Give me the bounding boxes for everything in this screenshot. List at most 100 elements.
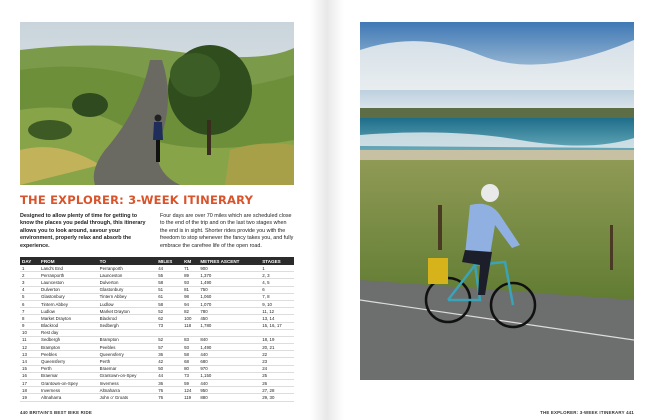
table-header: DAY FROM TO MILES KM METRES ASCENT STAGES bbox=[20, 257, 294, 265]
itinerary-table: DAY FROM TO MILES KM METRES ASCENT STAGES 1 Lan… bbox=[20, 257, 294, 402]
table-cell: 11 bbox=[20, 336, 40, 345]
table-cell: 58 bbox=[182, 350, 199, 359]
table-row: 10 Rest day bbox=[20, 329, 294, 337]
table-cell: 80 bbox=[182, 365, 199, 373]
table-cell: 4 bbox=[20, 286, 40, 294]
table-cell: 81 bbox=[182, 286, 199, 294]
table-cell: 6 bbox=[20, 300, 40, 309]
intro-lead: Designed to allow plenty of time for get… bbox=[20, 213, 146, 249]
table-cell: 4, 5 bbox=[260, 278, 294, 287]
table-cell: 73 bbox=[156, 322, 183, 330]
table-cell: 124 bbox=[182, 386, 199, 395]
table-cell: Sedbergh bbox=[97, 322, 157, 330]
table-cell: 44 bbox=[156, 265, 183, 273]
table-cell: Brampton bbox=[97, 336, 157, 345]
table-cell: 680 bbox=[198, 357, 261, 366]
table-cell: Perranporth bbox=[97, 265, 157, 273]
column-header: FROM bbox=[39, 257, 98, 265]
table-cell: 36 bbox=[156, 350, 183, 359]
table-cell: 52 bbox=[156, 336, 183, 345]
table-cell: 58 bbox=[156, 278, 183, 287]
table-cell: 50 bbox=[156, 365, 183, 373]
table-cell: Ludlow bbox=[97, 300, 157, 309]
table-cell: 5 bbox=[20, 293, 40, 301]
table-cell: Launceston bbox=[97, 271, 157, 280]
table-cell: 18, 19 bbox=[260, 336, 294, 345]
footer-right: THE EXPLORER: 3-WEEK ITINERARY 441 bbox=[540, 410, 634, 415]
table-cell: 93 bbox=[182, 278, 199, 287]
table-cell: 20, 21 bbox=[260, 343, 294, 352]
table-row: 1 Land's End Perranporth 44 71 900 1 bbox=[20, 265, 294, 273]
table-row: 18 Inverness Altnaharra 76 124 950 27, 28 bbox=[20, 386, 294, 395]
table-cell: 13, 14 bbox=[260, 314, 294, 323]
table-row: 3 Launceston Dulverton 58 93 1,490 4, 5 bbox=[20, 278, 294, 287]
table-cell: 73 bbox=[182, 372, 199, 381]
table-row: 19 Altnaharra John o' Groats 76 119 880 29, 30 bbox=[20, 393, 294, 402]
table-cell: 6 bbox=[260, 286, 294, 294]
table-cell: 8 bbox=[20, 314, 40, 323]
table-cell: 24 bbox=[260, 365, 294, 373]
table-body: 1 Land's End Perranporth 44 71 900 1 2 Perranpor… bbox=[20, 265, 294, 402]
table-cell: Rest day bbox=[39, 329, 98, 337]
table-cell: 98 bbox=[182, 293, 199, 301]
table-cell: Braemar bbox=[39, 372, 98, 381]
table-cell: 9, 10 bbox=[260, 300, 294, 309]
table-cell: 1 bbox=[260, 265, 294, 273]
table-cell: John o' Groats bbox=[97, 393, 157, 402]
table-cell: 71 bbox=[182, 265, 199, 273]
table-cell: 900 bbox=[198, 265, 261, 273]
table-cell: 2, 3 bbox=[260, 271, 294, 280]
table-cell: 9 bbox=[20, 322, 40, 330]
table-cell: Peebles bbox=[97, 343, 157, 352]
table-cell: 13 bbox=[20, 350, 40, 359]
table-cell: 55 bbox=[156, 271, 183, 280]
footer-left: 440 BRITAIN'S BEST BIKE RIDE bbox=[20, 410, 92, 415]
table-cell: 880 bbox=[198, 393, 261, 402]
empty-cell bbox=[198, 329, 261, 337]
table-cell: 1,490 bbox=[198, 278, 261, 287]
table-cell: Dulverton bbox=[39, 286, 98, 294]
table-cell: 82 bbox=[182, 307, 199, 316]
table-cell: 970 bbox=[198, 365, 261, 373]
table-row: 5 Glastonbury Tintern Abbey 61 98 1,060 7, 8 bbox=[20, 293, 294, 301]
table-cell: 119 bbox=[182, 393, 199, 402]
table-cell: Inverness bbox=[39, 386, 98, 395]
table-cell: 25 bbox=[260, 372, 294, 381]
table-cell: Blackrod bbox=[39, 322, 98, 330]
table-cell: Peebles bbox=[39, 350, 98, 359]
table-cell: 840 bbox=[198, 336, 261, 345]
table-cell: 83 bbox=[182, 336, 199, 345]
table-cell: 12 bbox=[20, 343, 40, 352]
table-row: 4 Dulverton Glastonbury 51 81 750 6 bbox=[20, 286, 294, 294]
table-cell: Land's End bbox=[39, 265, 98, 273]
table-cell: 19 bbox=[20, 393, 40, 402]
table-cell: 118 bbox=[182, 322, 199, 330]
table-cell: Dulverton bbox=[97, 278, 157, 287]
table-row: 13 Peebles Queensferry 36 58 440 22 bbox=[20, 350, 294, 359]
table-cell: Tintern Abbey bbox=[97, 293, 157, 301]
column-header: KM bbox=[182, 257, 199, 265]
table-row: 17 Grantown-on-Spey Inverness 36 59 440 26 bbox=[20, 379, 294, 388]
table-cell: 2 bbox=[20, 271, 40, 280]
table-cell: Queensferry bbox=[39, 357, 98, 366]
empty-cell bbox=[156, 329, 183, 337]
table-cell: Ludlow bbox=[39, 307, 98, 316]
table-cell: Queensferry bbox=[97, 350, 157, 359]
table-row: 12 Brampton Peebles 57 93 1,490 20, 21 bbox=[20, 343, 294, 352]
table-cell: 3 bbox=[20, 278, 40, 287]
table-cell: 450 bbox=[198, 314, 261, 323]
gutter bbox=[310, 0, 344, 420]
table-cell: Market Drayton bbox=[39, 314, 98, 323]
column-header: DAY bbox=[20, 257, 40, 265]
table-cell: 42 bbox=[156, 357, 183, 366]
table-row: 14 Queensferry Perth 42 68 680 23 bbox=[20, 357, 294, 366]
table-cell: 62 bbox=[156, 314, 183, 323]
table-cell: 29, 30 bbox=[260, 393, 294, 402]
table-cell: 950 bbox=[198, 386, 261, 395]
table-cell: 1,070 bbox=[198, 300, 261, 309]
column-header: METRES ASCENT bbox=[198, 257, 261, 265]
table-cell: Grantown-on-Spey bbox=[97, 372, 157, 381]
table-cell: Blackrod bbox=[97, 314, 157, 323]
table-cell: 51 bbox=[156, 286, 183, 294]
